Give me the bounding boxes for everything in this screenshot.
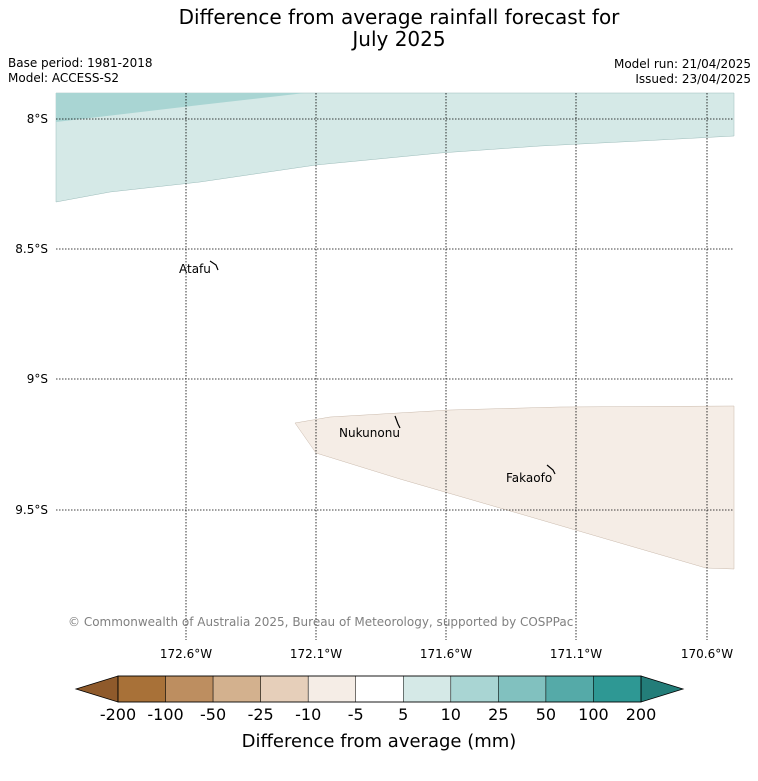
colorbar-legend: -200 -100 -50 -25 -10 -5 5 10 25 50 100 200 Differe… [74, 675, 685, 752]
colorbar-tick-label: -100 [147, 705, 183, 724]
copyright-notice: © Commonwealth of Australia 2025, Bureau… [68, 615, 573, 629]
colorbar-bin [498, 675, 547, 703]
colorbar-bin [545, 675, 594, 703]
colorbar-tick-label: 50 [536, 705, 556, 724]
colorbar-bin [403, 675, 452, 703]
colorbar-bin [307, 675, 356, 703]
model-name: Model: ACCESS-S2 [8, 71, 120, 85]
issued-date: Issued: 23/04/2025 [635, 72, 751, 86]
lon-label-171-6w: 171.6°W [420, 647, 472, 661]
colorbar-tick-label: 5 [398, 705, 408, 724]
atafu-atoll-outline [209, 260, 219, 271]
lat-label-9-5s: 9.5°S [15, 503, 48, 517]
meta-left: Base period: 1981-2018 Model: ACCESS-S2 [8, 56, 153, 86]
colorbar-under-arrow [74, 675, 119, 703]
lon-label-170-6w: 170.6°W [681, 647, 733, 661]
model-run: Model run: 21/04/2025 [613, 57, 751, 71]
lon-label-172-6w: 172.6°W [160, 647, 212, 661]
title-line-1: Difference from average rainfall forecas… [178, 5, 620, 29]
colorbar-over-arrow [640, 675, 685, 703]
map-title: Difference from average rainfall forecas… [0, 6, 758, 50]
colorbar-tick-label: 200 [626, 705, 657, 724]
colorbar-tick-label: -5 [348, 705, 364, 724]
colorbar-bin [165, 675, 214, 703]
colorbar-tick-label: 25 [488, 705, 508, 724]
region-above-average-5-10 [55, 92, 735, 203]
colorbar-tick-label: 100 [578, 705, 609, 724]
lat-label-8s: 8°S [27, 112, 48, 126]
nukunonu-atoll-outline [394, 415, 401, 429]
lon-label-172-1w: 172.1°W [290, 647, 342, 661]
colorbar-bin [355, 675, 404, 703]
region-below-average-5-10 [294, 405, 735, 570]
title-line-2: July 2025 [352, 27, 446, 51]
colorbar-axis-label: Difference from average (mm) [242, 731, 517, 752]
lat-label-9s: 9°S [27, 372, 48, 386]
lon-label-171-1w: 171.1°W [550, 647, 602, 661]
colorbar-bin [212, 675, 261, 703]
colorbar-tick-label: -25 [248, 705, 274, 724]
colorbar-bin [117, 675, 166, 703]
map-panel: 8°S 8.5°S 9°S 9.5°S 172.6°W 172.1°W 171.… [15, 92, 735, 661]
colorbar-bin [260, 675, 309, 703]
base-period: Base period: 1981-2018 [8, 56, 153, 70]
fakaofo-atoll-outline [546, 464, 556, 475]
lat-label-8-5s: 8.5°S [15, 242, 48, 256]
meta-right: Model run: 21/04/2025 Issued: 23/04/2025 [614, 57, 751, 87]
island-label-atafu: Atafu [179, 262, 211, 276]
colorbar-tick-label: -10 [295, 705, 321, 724]
colorbar-bin [593, 675, 642, 703]
island-label-fakaofo: Fakaofo [506, 471, 552, 485]
colorbar-frame [117, 675, 642, 703]
colorbar-tick-label: -200 [100, 705, 136, 724]
colorbar-bin [450, 675, 499, 703]
region-above-average-10-25 [56, 93, 305, 122]
gridlines [56, 93, 734, 640]
colorbar-tick-label: -50 [200, 705, 226, 724]
island-label-nukunonu: Nukunonu [339, 426, 400, 440]
colorbar-tick-label: 10 [441, 705, 461, 724]
